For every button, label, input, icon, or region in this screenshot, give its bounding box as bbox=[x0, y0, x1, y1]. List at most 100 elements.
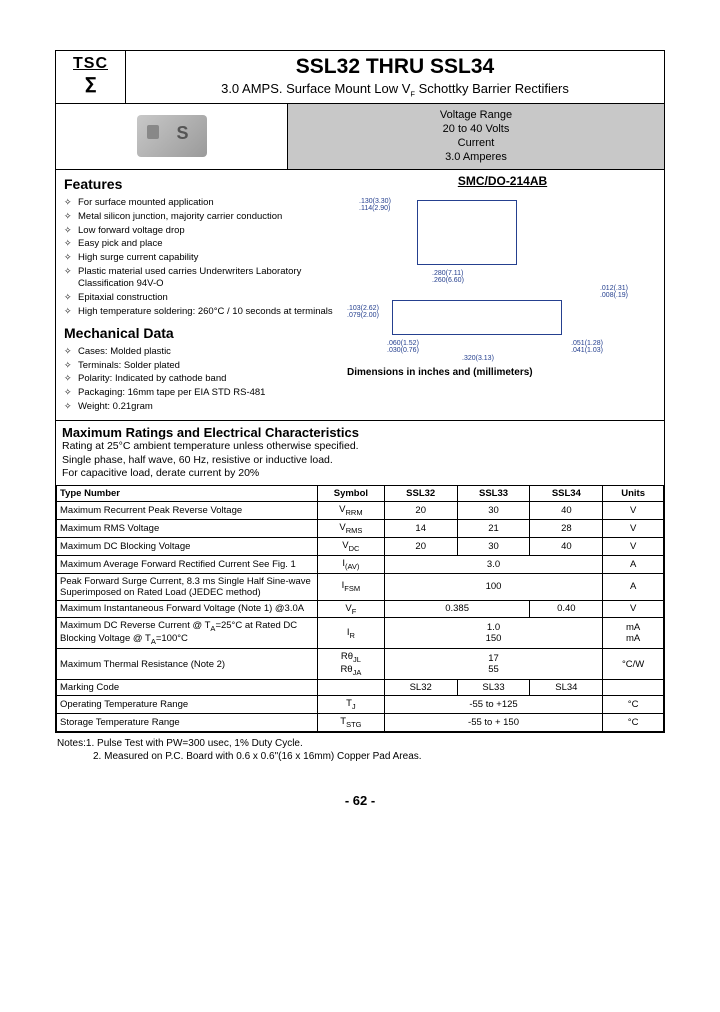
title-pre: SSL32 bbox=[296, 55, 360, 78]
table-row: Operating Temperature RangeTJ-55 to +125… bbox=[57, 695, 664, 713]
value-cell: 100 bbox=[384, 573, 602, 600]
symbol-cell: TJ bbox=[318, 695, 385, 713]
table-row: Maximum DC Reverse Current @ TA=25°C at … bbox=[57, 618, 664, 649]
specs-cell: Voltage Range 20 to 40 Volts Current 3.0… bbox=[288, 104, 664, 169]
ratings-p1: Rating at 25°C ambient temperature unles… bbox=[62, 440, 658, 454]
table-row: Maximum Thermal Resistance (Note 2)RθJLR… bbox=[57, 649, 664, 680]
features-cell: Features For surface mounted application… bbox=[56, 170, 341, 420]
sub-after: Schottky Barrier Rectifiers bbox=[415, 81, 569, 96]
param-cell: Storage Temperature Range bbox=[57, 713, 318, 731]
param-cell: Maximum Thermal Resistance (Note 2) bbox=[57, 649, 318, 680]
symbol-cell: VRMS bbox=[318, 519, 385, 537]
param-cell: Maximum Recurrent Peak Reverse Voltage bbox=[57, 501, 318, 519]
datasheet-frame: TSC ⵉ SSL32 THRU SSL34 3.0 AMPS. Surface… bbox=[55, 50, 665, 733]
unit-cell bbox=[603, 679, 664, 695]
th-ssl32: SSL32 bbox=[384, 485, 457, 501]
unit-cell: V bbox=[603, 519, 664, 537]
feature-item: Low forward voltage drop bbox=[64, 224, 335, 238]
mech-list: Cases: Molded plastic Terminals: Solder … bbox=[64, 345, 335, 414]
spec-l4: 3.0 Amperes bbox=[288, 150, 664, 164]
value-cell: 3.0 bbox=[384, 555, 602, 573]
dim-label: .012(.31) .008(.19) bbox=[600, 285, 628, 299]
symbol-cell: I(AV) bbox=[318, 555, 385, 573]
unit-cell: °C bbox=[603, 713, 664, 731]
symbol-cell: IR bbox=[318, 618, 385, 649]
unit-cell: V bbox=[603, 501, 664, 519]
mech-item: Cases: Molded plastic bbox=[64, 345, 335, 359]
spec-l1: Voltage Range bbox=[288, 108, 664, 122]
dim-label: .060(1.52) .030(0.76) bbox=[387, 340, 419, 354]
th-type: Type Number bbox=[57, 485, 318, 501]
dim-label: .051(1.28) .041(1.03) bbox=[571, 340, 603, 354]
mech-item: Terminals: Solder plated bbox=[64, 359, 335, 373]
ratings-table: Type Number Symbol SSL32 SSL33 SSL34 Uni… bbox=[56, 485, 664, 732]
package-side-outline bbox=[392, 300, 562, 335]
table-row: Storage Temperature RangeTSTG-55 to + 15… bbox=[57, 713, 664, 731]
chip-icon bbox=[137, 115, 207, 157]
table-row: Maximum Average Forward Rectified Curren… bbox=[57, 555, 664, 573]
dim-label: .130(3.30) .114(2.90) bbox=[359, 198, 391, 212]
value-cell: -55 to +125 bbox=[384, 695, 602, 713]
value-cell: 0.40 bbox=[530, 600, 603, 618]
component-image-cell bbox=[56, 104, 288, 169]
unit-cell: mAmA bbox=[603, 618, 664, 649]
value-cell: SL33 bbox=[457, 679, 530, 695]
table-header-row: Type Number Symbol SSL32 SSL33 SSL34 Uni… bbox=[57, 485, 664, 501]
value-cell: 20 bbox=[384, 501, 457, 519]
value-cell: 28 bbox=[530, 519, 603, 537]
th-symbol: Symbol bbox=[318, 485, 385, 501]
package-top-outline bbox=[417, 200, 517, 265]
table-row: Maximum DC Blocking VoltageVDC203040V bbox=[57, 537, 664, 555]
table-row: Marking CodeSL32SL33SL34 bbox=[57, 679, 664, 695]
value-cell: SL34 bbox=[530, 679, 603, 695]
ratings-p2: Single phase, half wave, 60 Hz, resistiv… bbox=[62, 454, 658, 468]
unit-cell: A bbox=[603, 573, 664, 600]
param-cell: Maximum Average Forward Rectified Curren… bbox=[57, 555, 318, 573]
features-heading: Features bbox=[64, 176, 335, 192]
value-cell: 30 bbox=[457, 501, 530, 519]
value-cell: 40 bbox=[530, 537, 603, 555]
th-units: Units bbox=[603, 485, 664, 501]
value-cell: 1.0150 bbox=[384, 618, 602, 649]
symbol-cell: RθJLRθJA bbox=[318, 649, 385, 680]
dim-label: .280(7.11) .260(6.60) bbox=[432, 270, 464, 284]
feature-item: Metal silicon junction, majority carrier… bbox=[64, 210, 335, 224]
notes-section: Notes:1. Pulse Test with PW=300 usec, 1%… bbox=[55, 737, 665, 763]
feature-item: Easy pick and place bbox=[64, 237, 335, 251]
dim-label: .320(3.13) bbox=[462, 355, 494, 362]
param-cell: Peak Forward Surge Current, 8.3 ms Singl… bbox=[57, 573, 318, 600]
title-post: SSL34 bbox=[430, 55, 494, 78]
feature-item: High temperature soldering: 260°C / 10 s… bbox=[64, 305, 335, 319]
logo-text: TSC bbox=[73, 55, 108, 73]
table-row: Peak Forward Surge Current, 8.3 ms Singl… bbox=[57, 573, 664, 600]
value-cell: 0.385 bbox=[384, 600, 530, 618]
package-drawing: .130(3.30) .114(2.90) .280(7.11) .260(6.… bbox=[347, 190, 658, 365]
spec-l2: 20 to 40 Volts bbox=[288, 122, 664, 136]
mech-item: Packaging: 16mm tape per EIA STD RS-481 bbox=[64, 386, 335, 400]
value-cell: -55 to + 150 bbox=[384, 713, 602, 731]
value-cell: 21 bbox=[457, 519, 530, 537]
header-row: TSC ⵉ SSL32 THRU SSL34 3.0 AMPS. Surface… bbox=[56, 51, 664, 104]
mech-item: Polarity: Indicated by cathode band bbox=[64, 372, 335, 386]
symbol-cell: VDC bbox=[318, 537, 385, 555]
logo-glyph: ⵉ bbox=[84, 73, 97, 98]
logo-cell: TSC ⵉ bbox=[56, 51, 126, 103]
title-mid: THRU bbox=[360, 55, 430, 78]
ratings-section: Maximum Ratings and Electrical Character… bbox=[56, 421, 664, 483]
value-cell: 1755 bbox=[384, 649, 602, 680]
features-list: For surface mounted application Metal si… bbox=[64, 196, 335, 319]
unit-cell: V bbox=[603, 537, 664, 555]
package-footer: Dimensions in inches and (millimeters) bbox=[347, 367, 658, 378]
dim-label: .103(2.62) .079(2.00) bbox=[347, 305, 379, 319]
sub-pre: 3.0 AMPS. Surface Mount Low V bbox=[221, 81, 410, 96]
symbol-cell: VRRM bbox=[318, 501, 385, 519]
table-row: Maximum Instantaneous Forward Voltage (N… bbox=[57, 600, 664, 618]
main-title: SSL32 THRU SSL34 bbox=[126, 55, 664, 79]
symbol-cell: IFSM bbox=[318, 573, 385, 600]
spec-l3: Current bbox=[288, 136, 664, 150]
unit-cell: A bbox=[603, 555, 664, 573]
unit-cell: °C bbox=[603, 695, 664, 713]
feature-item: High surge current capability bbox=[64, 251, 335, 265]
feature-item: Epitaxial construction bbox=[64, 291, 335, 305]
unit-cell: V bbox=[603, 600, 664, 618]
